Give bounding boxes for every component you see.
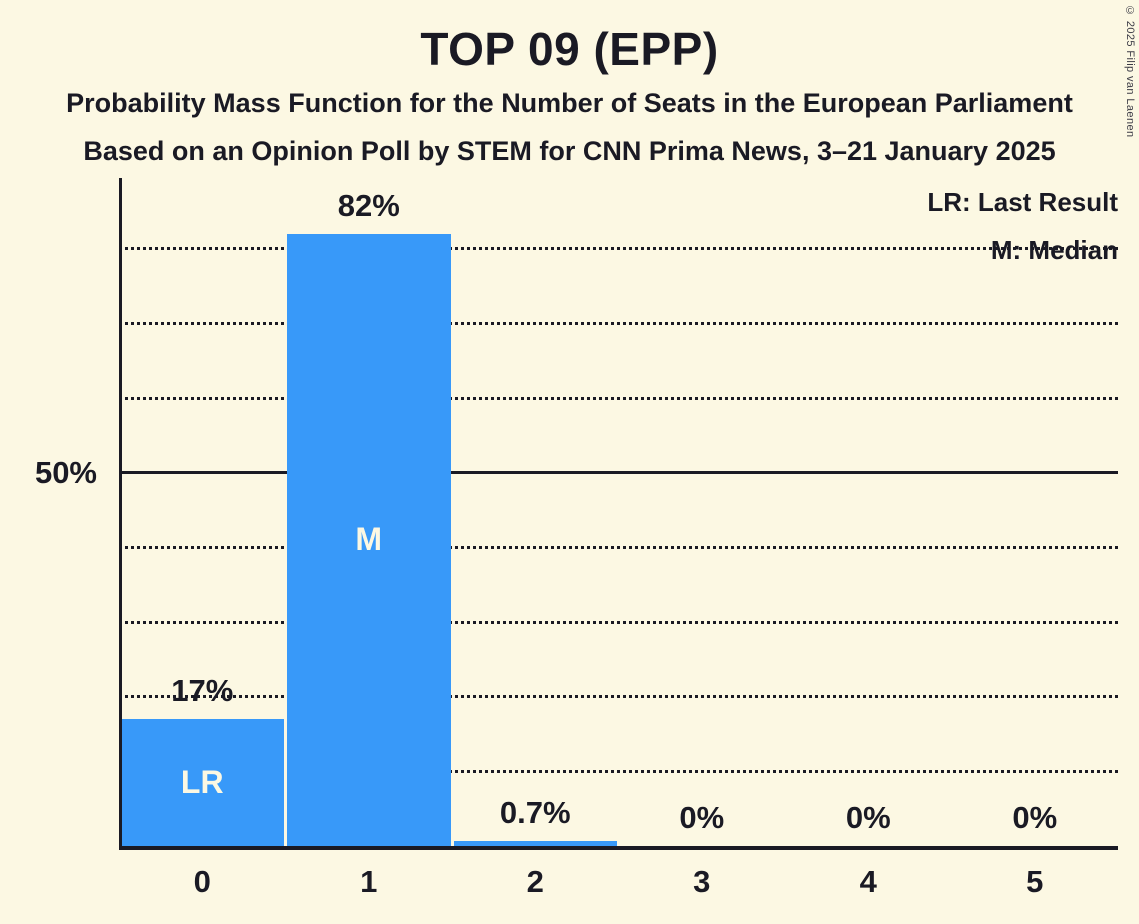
- gridline-60-percent: [119, 396, 1118, 400]
- bar-seats-1: M: [287, 233, 451, 846]
- gridline-80-percent: [119, 247, 1118, 251]
- bar-seats-0: LR: [120, 719, 284, 846]
- bar-value-label-2: 0.7%: [499, 794, 571, 830]
- gridline-30-percent: [119, 620, 1118, 624]
- gridline-50-percent-solid: [119, 471, 1118, 475]
- x-tick-label-4: 4: [859, 864, 877, 899]
- bar-value-label-1: 82%: [337, 187, 400, 223]
- bar-seats-2: [453, 840, 617, 846]
- chart-subtitle-line2: Based on an Opinion Poll by STEM for CNN…: [83, 136, 1056, 166]
- bar-annotation-m: M: [355, 521, 383, 558]
- x-tick-label-3: 3: [693, 864, 711, 899]
- bar-annotation-lr: LR: [180, 764, 224, 801]
- gridline-40-percent: [119, 545, 1118, 549]
- chart-title: TOP 09 (EPP): [420, 23, 719, 75]
- bar-value-label-0: 17%: [171, 673, 234, 709]
- y-axis-line: [119, 178, 122, 850]
- x-tick-label-0: 0: [193, 864, 211, 899]
- x-tick-label-2: 2: [526, 864, 544, 899]
- x-tick-label-1: 1: [360, 864, 378, 899]
- bar-value-label-3: 0%: [679, 800, 725, 835]
- legend: LR: Last Result M: Median: [927, 178, 1118, 274]
- x-axis-line: [119, 846, 1118, 850]
- y-axis-label-50-percent: 50%: [34, 455, 97, 490]
- bar-value-label-5: 0%: [1012, 800, 1058, 835]
- gridline-20-percent: [119, 695, 1118, 699]
- gridline-70-percent: [119, 322, 1118, 326]
- legend-entry-last-result: LR: Last Result: [927, 187, 1118, 217]
- bar-value-label-4: 0%: [845, 800, 891, 835]
- x-tick-label-5: 5: [1026, 864, 1044, 899]
- copyright-text: © 2025 Filip van Laenen: [1124, 5, 1136, 138]
- plot-area: LR M 17% 82% 0.7% 0% 0% 0% 0 1 2 3 4 5: [119, 178, 1118, 899]
- chart-subtitle-line1: Probability Mass Function for the Number…: [66, 88, 1073, 118]
- gridline-10-percent: [119, 769, 1118, 773]
- legend-entry-median: M: Median: [990, 235, 1118, 265]
